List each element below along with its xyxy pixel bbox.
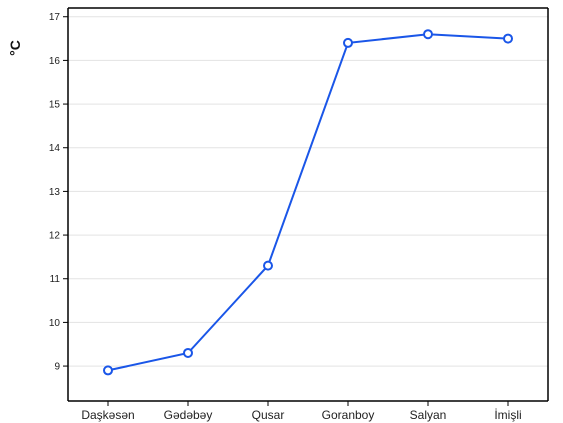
y-tick-label: 14	[49, 143, 61, 154]
y-tick-label: 9	[54, 362, 60, 373]
series-line	[107, 33, 509, 372]
data-point	[423, 29, 433, 40]
y-axis-title: °C	[7, 40, 23, 56]
y-tick-label: 10	[49, 318, 61, 329]
data-point	[503, 33, 513, 44]
axes	[67, 7, 549, 402]
x-tick-label: Gədəbəy	[164, 408, 213, 422]
y-tick-label: 12	[49, 231, 61, 242]
x-tick-label: Goranboy	[322, 408, 375, 422]
data-point	[103, 365, 113, 376]
y-tick-label: 17	[49, 12, 61, 23]
x-axis-ticks: Daşkəsən Gədəbəy Qusar Goranboy Salyan İmişli	[81, 401, 522, 422]
y-tick-label: 16	[49, 56, 61, 67]
x-tick-label: İmişli	[494, 408, 521, 422]
x-tick-label: Daşkəsən	[81, 408, 134, 422]
series-layer	[103, 29, 513, 376]
y-axis-ticks: 9 10 11 12 13 14 15 16 17	[49, 12, 68, 373]
y-tick-label: 15	[49, 100, 61, 111]
x-tick-label: Salyan	[410, 408, 447, 422]
y-tick-label: 11	[50, 274, 61, 285]
data-point	[343, 37, 353, 48]
x-tick-label: Qusar	[252, 408, 285, 422]
data-point	[183, 347, 193, 358]
y-tick-label: 13	[49, 187, 61, 198]
data-point	[263, 260, 273, 271]
grid-lines	[68, 16, 548, 367]
